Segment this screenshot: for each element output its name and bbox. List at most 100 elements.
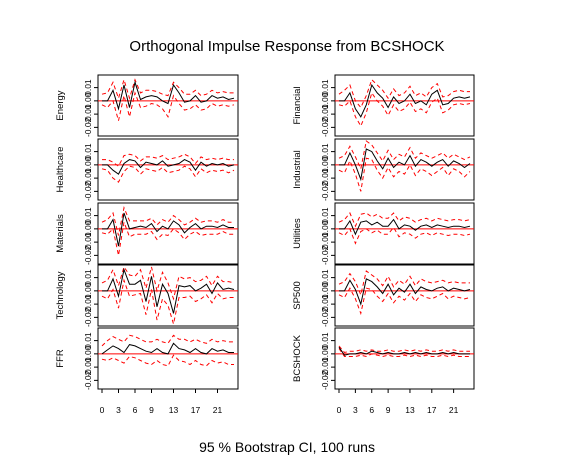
y-tick-label: 0.00	[320, 282, 330, 299]
y-tick-label: -0.02	[83, 117, 93, 137]
y-tick-label: -0.01	[320, 168, 330, 188]
y-tick-label: 0.00	[320, 220, 330, 237]
panel-label: Materials	[55, 214, 66, 253]
panel-utilities: 0.010.00-0.01-0.02 Utilities	[292, 202, 475, 265]
x-tick-label: 9	[386, 405, 391, 415]
panel-frame	[334, 74, 475, 137]
ci-upper-line	[101, 265, 235, 301]
x-tick-label: 13	[169, 405, 179, 415]
y-tick-label: 0.00	[83, 282, 93, 299]
ci-upper-line	[338, 212, 471, 228]
chart-subtitle: 95 % Bootstrap CI, 100 runs	[199, 439, 375, 455]
response-line	[339, 148, 471, 182]
y-tick-label: -0.01	[320, 232, 330, 252]
panel-energy: 0.010.00-0.01-0.02 Energy	[55, 74, 239, 137]
panel-frame	[334, 138, 475, 201]
y-tick-label: -0.02	[83, 307, 93, 327]
panel-industrial: 0.010.00-0.01-0.02 Industrial	[292, 138, 475, 201]
y-tick-label: -0.01	[320, 294, 330, 314]
y-tick-label: -0.01	[83, 232, 93, 252]
x-tick-label: 13	[405, 405, 415, 415]
ci-upper-line	[338, 270, 470, 297]
panel-grid: 0.010.00-0.01-0.02Energy0.010.00-0.01-0.…	[55, 74, 475, 415]
ci-lower-line	[338, 157, 471, 192]
y-tick-label: -0.01	[83, 357, 93, 377]
ci-lower-line	[101, 278, 234, 325]
response-line	[102, 267, 235, 314]
chart-title: Orthogonal Impulse Response from BCSHOCK	[129, 38, 444, 55]
x-tick-label: 0	[337, 405, 342, 415]
y-tick-label: -0.02	[320, 245, 330, 265]
panel-label: Technology	[55, 271, 66, 319]
ci-lower-line	[101, 354, 234, 367]
x-tick-label: 17	[191, 405, 201, 415]
ci-lower-line	[101, 220, 234, 256]
y-tick-label: 0.01	[83, 143, 93, 160]
y-tick-label: 0.01	[320, 269, 330, 286]
ci-upper-line	[338, 78, 470, 109]
y-tick-label: 0.01	[83, 269, 93, 286]
y-tick-label: 0.00	[83, 92, 93, 109]
panel-healthcare: 0.010.00-0.01-0.02 Healthcare	[55, 138, 239, 201]
y-tick-label: -0.01	[320, 104, 330, 124]
ci-upper-line	[338, 345, 470, 354]
x-tick-label: 3	[353, 405, 358, 415]
response-line	[339, 218, 471, 236]
y-tick-label: 0.00	[320, 156, 330, 173]
response-line	[102, 159, 235, 175]
y-tick-label: -0.01	[83, 168, 93, 188]
panel-label: BCSHOCK	[292, 334, 303, 382]
panel-frame	[97, 264, 239, 327]
y-tick-label: -0.01	[83, 104, 93, 124]
ci-lower-line	[338, 226, 471, 245]
panel-ffr: 0.010.00-0.01-0.02 FFR 0 3 6 9 13 17 21	[55, 327, 239, 415]
panel-label: SP500	[292, 281, 303, 310]
ci-lower-line	[101, 91, 235, 121]
ci-upper-line	[101, 334, 234, 347]
panel-label: Energy	[55, 90, 66, 120]
panel-label: Financial	[292, 86, 303, 124]
panel-frame	[97, 327, 239, 390]
ci-lower-line	[338, 91, 471, 128]
y-tick-label: 0.01	[83, 79, 93, 96]
ci-lower-line	[338, 348, 470, 358]
y-tick-label: -0.02	[83, 245, 93, 265]
y-tick-label: -0.02	[83, 370, 93, 390]
response-line	[338, 346, 470, 356]
panel-frame	[334, 202, 475, 265]
panel-label: Healthcare	[55, 147, 66, 193]
panel-label: Industrial	[292, 150, 303, 189]
y-tick-label: -0.02	[320, 370, 330, 390]
x-tick-label: 21	[449, 405, 459, 415]
x-tick-label: 3	[116, 405, 121, 415]
y-tick-label: 0.01	[320, 332, 330, 349]
panel-frame	[97, 202, 239, 265]
y-tick-label: 0.00	[320, 92, 330, 109]
response-line	[101, 342, 234, 355]
panel-frame	[97, 138, 239, 201]
y-tick-label: -0.01	[320, 357, 330, 377]
y-tick-label: -0.01	[83, 294, 93, 314]
x-tick-label: 6	[369, 405, 374, 415]
y-tick-label: -0.02	[83, 181, 93, 201]
y-tick-label: -0.02	[320, 181, 330, 201]
panel-frame	[334, 327, 475, 390]
panel-label: Utilities	[292, 218, 303, 249]
y-tick-label: 0.01	[320, 79, 330, 96]
ci-upper-line	[101, 205, 234, 236]
y-tick-label: 0.00	[83, 220, 93, 237]
y-tick-label: 0.00	[83, 345, 93, 362]
y-tick-label: 0.00	[320, 345, 330, 362]
y-tick-label: 0.00	[83, 156, 93, 173]
panel-financial: 0.010.00-0.01-0.02 Financial	[292, 74, 475, 137]
panel-frame	[97, 74, 239, 137]
response-line	[339, 83, 471, 118]
y-tick-label: 0.01	[320, 207, 330, 224]
ci-upper-line	[101, 77, 234, 100]
ci-upper-line	[102, 153, 234, 167]
x-tick-label: 17	[427, 405, 437, 415]
panel-label: FFR	[55, 349, 66, 368]
y-tick-label: -0.02	[320, 117, 330, 137]
panel-sp500: 0.010.00-0.01-0.02 SP500	[292, 264, 475, 327]
